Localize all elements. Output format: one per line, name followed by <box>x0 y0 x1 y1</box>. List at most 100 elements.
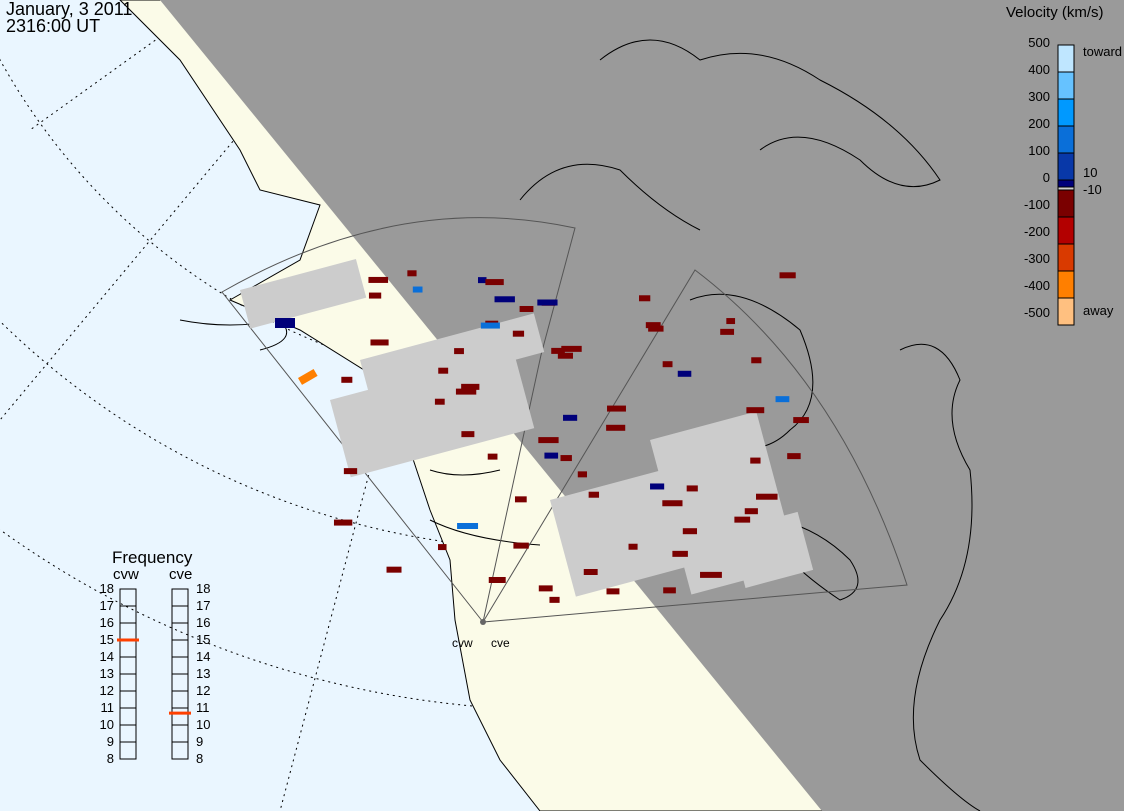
colorbar-segment <box>1057 189 1075 218</box>
colorbar-tick-label: -400 <box>1023 278 1050 293</box>
colorbar-tick-label: 500 <box>1028 35 1050 50</box>
velocity-cell <box>438 367 449 374</box>
velocity-cell <box>343 468 358 475</box>
frequency-title: Frequency <box>112 548 193 567</box>
colorbar-tick-label: 100 <box>1028 143 1050 158</box>
velocity-cell <box>606 588 620 595</box>
frequency-box-cell <box>119 690 137 709</box>
frequency-box-cell <box>119 588 137 607</box>
frequency-panel <box>117 588 191 760</box>
frequency-tick-label: 16 <box>196 615 211 630</box>
velocity-cell <box>514 496 527 503</box>
frequency-box-cell <box>119 656 137 675</box>
colorbar-tick-label: -500 <box>1023 305 1050 320</box>
frequency-radar-cve: cve <box>169 566 193 583</box>
frequency-tick-label: 11 <box>100 700 115 715</box>
frequency-box-cell <box>171 707 189 726</box>
velocity-cell <box>434 398 445 405</box>
frequency-box-cell <box>119 639 137 658</box>
frequency-box-cell <box>171 639 189 658</box>
velocity-cell <box>662 500 683 507</box>
velocity-cell <box>720 328 735 335</box>
velocity-cell <box>588 491 600 498</box>
velocity-cell <box>751 357 762 364</box>
velocity-cell <box>662 361 673 368</box>
velocity-cell <box>368 276 389 283</box>
velocity-cell <box>648 325 664 332</box>
velocity-colorbar <box>1057 44 1075 326</box>
velocity-cell <box>779 272 796 279</box>
colorbar-tick-label: 400 <box>1028 62 1050 77</box>
velocity-cell <box>750 457 761 464</box>
velocity-cell <box>512 330 525 337</box>
velocity-cell <box>454 348 464 355</box>
velocity-cell <box>700 571 722 578</box>
velocity-cell <box>438 544 447 551</box>
frequency-box-cell <box>119 673 137 692</box>
frequency-box-cell <box>171 673 189 692</box>
colorbar-segment <box>1057 152 1075 181</box>
radar-label-cve: cve <box>491 636 510 650</box>
frequency-tick-label: 15 <box>196 632 211 647</box>
ground-scatter-patch <box>730 511 814 588</box>
frequency-tick-label: 11 <box>196 700 210 715</box>
colorbar-threshold-neg: -10 <box>1083 182 1102 197</box>
cvw-fan-outline <box>221 217 576 624</box>
velocity-cell <box>333 519 353 526</box>
velocity-cell <box>645 322 661 329</box>
velocity-cell <box>485 279 504 286</box>
colorbar-segment <box>1057 98 1075 127</box>
velocity-cell <box>537 299 558 306</box>
frequency-box-cell <box>171 724 189 743</box>
velocity-cell <box>787 453 801 460</box>
velocity-cell <box>607 405 626 412</box>
velocity-cell <box>519 305 534 312</box>
frequency-tick-label: 9 <box>106 734 114 749</box>
ground-scatter-patch <box>330 350 535 478</box>
colorbar-segment <box>1057 125 1075 154</box>
velocity-cell <box>561 345 582 352</box>
frequency-box-cell <box>119 741 137 760</box>
coastlines <box>179 39 981 811</box>
velocity-cell <box>549 596 560 603</box>
velocity-cell <box>461 431 475 438</box>
frequency-box-cell <box>171 588 189 607</box>
radar-fields-of-view <box>221 217 908 624</box>
frequency-tick-label: 10 <box>99 717 114 732</box>
velocity-cell <box>297 369 318 385</box>
ground-scatter-patch <box>550 468 692 597</box>
velocity-cell <box>370 339 389 346</box>
frequency-box-cell <box>119 605 137 624</box>
frequency-box-cell <box>171 741 189 760</box>
cve-fan-outline <box>482 269 908 623</box>
ground-scatter-patch <box>239 258 367 329</box>
colorbar-tick-label: -100 <box>1023 197 1050 212</box>
velocity-cell <box>407 270 417 277</box>
frequency-tick-label: 13 <box>99 666 114 681</box>
velocity-cell <box>638 295 651 302</box>
frequency-tick-label: 15 <box>99 632 114 647</box>
velocity-cell <box>686 485 698 492</box>
frequency-tick-label: 14 <box>99 649 114 664</box>
velocity-cell <box>650 483 665 490</box>
velocity-cell <box>412 286 423 293</box>
velocity-cell <box>577 471 587 478</box>
frequency-box-cell <box>171 690 189 709</box>
colorbar-title: Velocity (km/s) <box>1006 4 1104 21</box>
time-label: 2316:00 UT <box>6 16 101 36</box>
radar-site-marker <box>480 619 486 625</box>
colorbar-away-label: away <box>1083 303 1114 318</box>
velocity-cell <box>477 277 487 284</box>
colorbar-tick-label: -300 <box>1023 251 1050 266</box>
frequency-box-cell <box>119 622 137 641</box>
frequency-tick-label: 12 <box>99 683 114 698</box>
colorbar-segment <box>1057 179 1075 188</box>
velocity-cell <box>606 424 626 431</box>
velocity-cell <box>734 516 751 523</box>
velocity-cell <box>793 417 809 424</box>
frequency-tick-label: 14 <box>196 649 211 664</box>
velocity-cell <box>544 452 559 459</box>
velocity-cell <box>457 522 479 529</box>
velocity-cell <box>677 370 692 377</box>
